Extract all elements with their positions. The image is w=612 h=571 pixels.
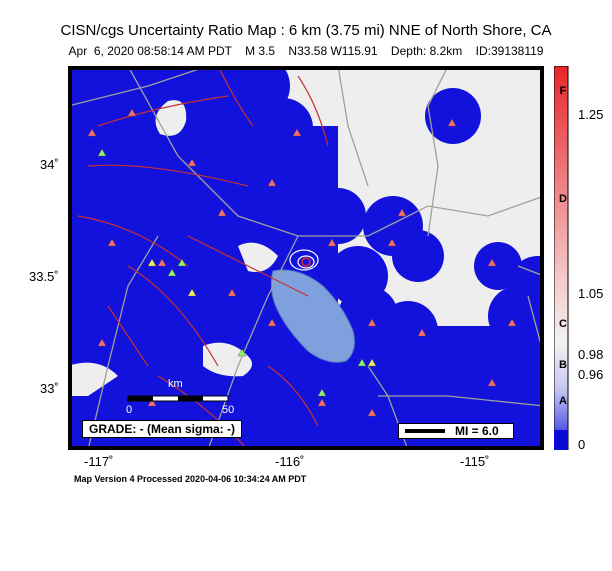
grade-box: GRADE: - (Mean sigma: -) [82, 420, 243, 438]
stations-yellow [147, 258, 377, 367]
colorbar-letter-b: B [559, 359, 567, 371]
scale-bar-end: 50 [222, 404, 235, 416]
colorbar-letter-d: D [559, 193, 567, 205]
faults [77, 66, 329, 450]
epicenter-icon [301, 257, 311, 267]
colorbar-letter-a: A [559, 395, 567, 407]
salton-sea [270, 269, 355, 363]
mi-legend: MI = 6.0 [398, 423, 514, 439]
colorbar-letter-c: C [559, 318, 567, 330]
colorbar-value-0: 0 [578, 437, 586, 452]
scale-bar-unit: km [168, 378, 183, 390]
colorbar-value-0-96: 0.96 [578, 367, 604, 382]
lon-label-116: -116˚ [275, 454, 305, 469]
map-title: CISN/cgs Uncertainty Ratio Map : 6 km (3… [60, 22, 552, 39]
colorbar-value-1-05: 1.05 [578, 286, 604, 301]
lon-label-117: -117˚ [84, 454, 114, 469]
colorbar [554, 66, 569, 450]
colorbar-value-1-25: 1.25 [578, 107, 604, 122]
stations-green [97, 148, 367, 397]
colorbar-value-0-98: 0.98 [578, 347, 604, 362]
epicenter-contours [289, 249, 319, 271]
mi-bar [405, 429, 445, 433]
map-subtitle: Apr 6, 2020 08:58:14 AM PDT M 3.5 N33.58… [68, 44, 544, 58]
lat-label-33-5: 33.5˚ [29, 269, 59, 284]
lon-label-115: -115˚ [460, 454, 490, 469]
lat-label-33: 33˚ [40, 381, 59, 396]
colorbar-letter-f: F [559, 85, 567, 97]
scale-bar-zero: 0 [126, 404, 133, 416]
lat-label-34: 34˚ [40, 157, 59, 172]
scale-bar [127, 395, 229, 402]
footer-processed: Map Version 4 Processed 2020-04-06 10:34… [74, 474, 307, 484]
uncertainty-map[interactable] [68, 66, 544, 450]
coverage-blobs [68, 66, 544, 450]
mi-label: MI = 6.0 [455, 424, 499, 438]
